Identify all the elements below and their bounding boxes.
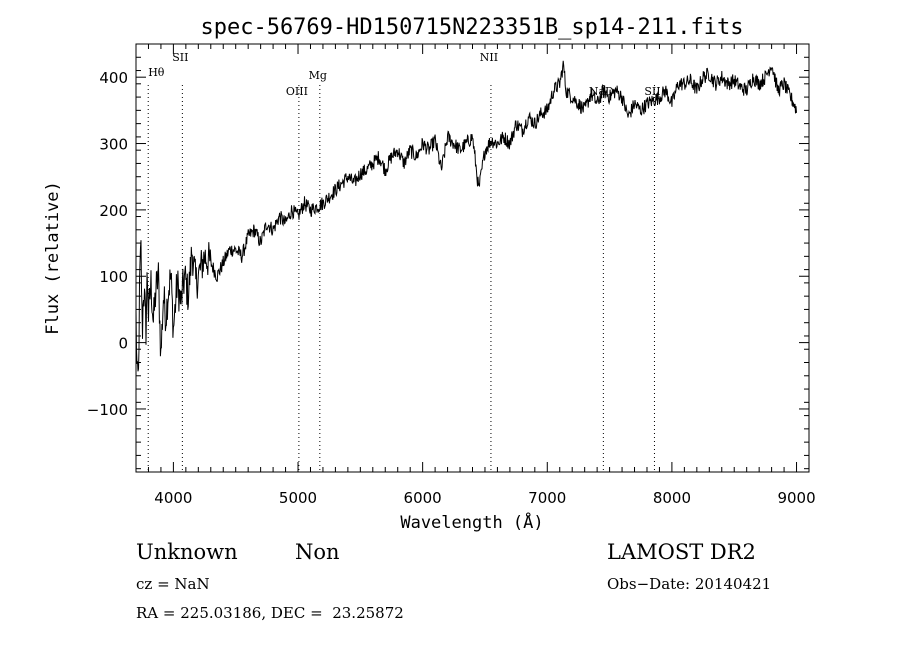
x-tick-label: 5000 <box>279 489 317 507</box>
y-tick-label: 100 <box>99 268 128 286</box>
line-label-nii: NII <box>480 51 498 64</box>
line-label-mg: Mg <box>309 69 327 82</box>
x-tick-label: 6000 <box>404 489 442 507</box>
chart-title: spec-56769-HD150715N223351B_sp14-211.fit… <box>200 15 743 40</box>
tick-labels: 4000 5000 6000 7000 8000 9000 −100 0 100 200 300 40… <box>87 69 816 507</box>
axis-ticks <box>135 43 810 472</box>
y-tick-label: 200 <box>99 202 128 220</box>
cz-value: cz = NaN <box>136 575 210 593</box>
line-label-sii: SII <box>172 51 188 64</box>
y-axis-label: Flux (relative) <box>43 181 63 335</box>
x-tick-label: 8000 <box>653 489 691 507</box>
coordinates: RA = 225.03186, DEC = 23.25872 <box>136 604 404 622</box>
y-tick-label: 0 <box>118 335 128 353</box>
plot-frame <box>135 43 810 473</box>
line-label-oiii: OIII <box>286 85 308 98</box>
class-label: Unknown <box>136 540 238 564</box>
y-tick-label: 300 <box>99 136 128 154</box>
line-label-hθ: Hθ <box>148 66 165 79</box>
x-axis-label: Wavelength (Å) <box>400 511 543 533</box>
x-tick-label: 9000 <box>777 489 815 507</box>
survey-label: LAMOST DR2 <box>607 540 756 564</box>
y-tick-label: 400 <box>99 69 128 87</box>
spectrum-line <box>135 60 797 372</box>
obs-date: Obs−Date: 20140421 <box>607 575 772 593</box>
x-tick-label: 7000 <box>528 489 566 507</box>
x-tick-label: 4000 <box>154 489 192 507</box>
subclass-label: Non <box>295 540 340 564</box>
y-tick-label: −100 <box>87 401 128 419</box>
